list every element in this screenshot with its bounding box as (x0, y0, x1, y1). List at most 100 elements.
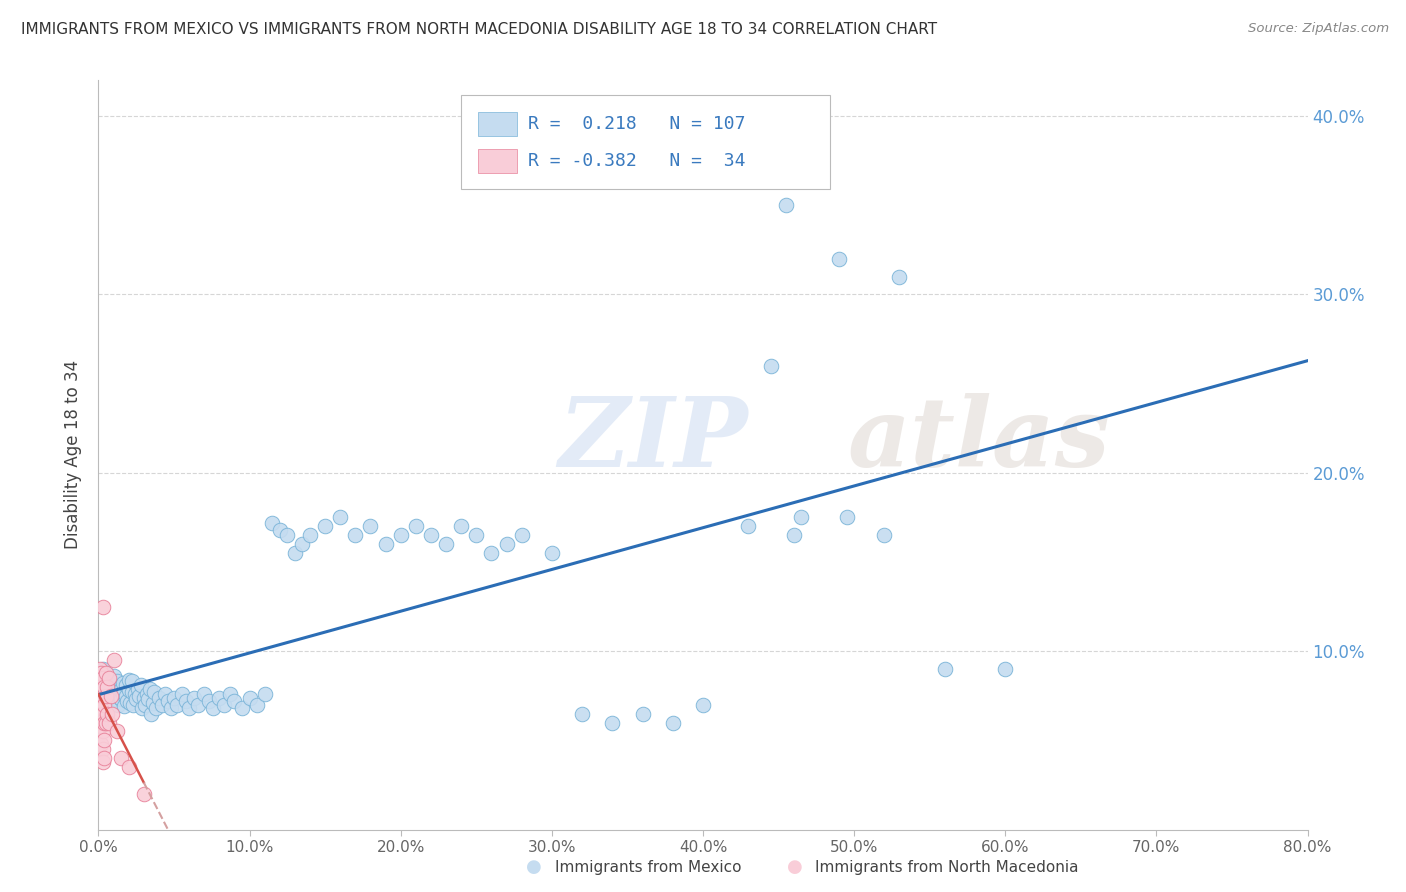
Point (139, 681, 162, 696)
Text: ZIP: ZIP (558, 393, 748, 487)
Point (262, 516, 284, 530)
Point (153, 687, 176, 701)
Point (94, 689, 117, 703)
Point (481, 546, 503, 560)
Point (91, 742, 114, 756)
Point (93, 733, 115, 747)
Point (89, 662, 111, 676)
Point (141, 706, 163, 721)
Point (134, 698, 156, 712)
Point (150, 698, 173, 712)
Point (111, 687, 134, 701)
Point (98, 683, 121, 698)
Point (108, 690, 131, 705)
Point (104, 681, 127, 696)
Point (269, 523, 291, 537)
Point (132, 690, 155, 705)
Point (179, 701, 201, 715)
Point (284, 546, 307, 560)
Point (360, 519, 382, 533)
Point (91, 724, 114, 739)
Point (93, 715, 115, 730)
Point (107, 685, 129, 699)
Point (873, 528, 896, 542)
Point (128, 689, 150, 703)
Point (142, 696, 165, 710)
Point (187, 698, 209, 712)
Point (100, 694, 122, 708)
Point (100, 680, 122, 694)
Point (93, 751, 115, 765)
Point (101, 676, 124, 690)
Point (450, 519, 472, 533)
Point (276, 528, 298, 542)
Point (170, 687, 193, 701)
Point (540, 546, 562, 560)
Point (775, 198, 797, 212)
Point (631, 706, 654, 721)
Point (299, 528, 322, 542)
Point (166, 698, 188, 712)
Point (93, 680, 115, 694)
Point (193, 687, 215, 701)
Point (89, 698, 111, 712)
Point (994, 662, 1017, 676)
Point (420, 528, 443, 542)
Point (246, 698, 269, 712)
Point (156, 694, 179, 708)
Point (465, 528, 488, 542)
Point (110, 692, 132, 706)
Point (115, 694, 138, 708)
Point (112, 699, 135, 714)
Point (111, 676, 134, 690)
Point (118, 683, 141, 698)
Point (344, 528, 367, 542)
Point (90, 683, 112, 698)
Point (783, 528, 806, 542)
Point (121, 685, 143, 699)
Point (495, 537, 517, 551)
Point (131, 701, 153, 715)
Point (105, 724, 128, 739)
Point (104, 692, 127, 706)
Point (571, 706, 593, 721)
Point (212, 698, 235, 712)
Point (118, 673, 141, 687)
Point (835, 510, 858, 524)
Point (374, 537, 396, 551)
Point (93, 671, 115, 685)
Point (91, 755, 114, 769)
Point (90, 719, 112, 733)
Text: ●: ● (786, 858, 803, 876)
Point (389, 528, 412, 542)
Point (110, 751, 132, 765)
Point (129, 678, 152, 692)
Point (132, 787, 155, 801)
FancyBboxPatch shape (461, 95, 830, 189)
Point (94, 715, 117, 730)
Point (103, 689, 125, 703)
Point (602, 715, 624, 730)
Point (121, 674, 143, 689)
Text: Immigrants from Mexico: Immigrants from Mexico (555, 860, 742, 874)
Point (759, 359, 782, 373)
Point (143, 685, 166, 699)
Point (114, 678, 136, 692)
Point (934, 662, 956, 676)
Point (107, 698, 129, 712)
Point (120, 696, 142, 710)
Point (889, 269, 911, 284)
Point (160, 701, 183, 715)
Point (103, 653, 125, 667)
Point (135, 687, 157, 701)
Point (790, 510, 813, 524)
Point (202, 701, 225, 715)
Point (828, 252, 851, 266)
Text: Immigrants from North Macedonia: Immigrants from North Macedonia (815, 860, 1078, 874)
Point (231, 701, 253, 715)
Point (96, 680, 118, 694)
Point (89, 680, 111, 694)
Point (148, 690, 170, 705)
Y-axis label: Disability Age 18 to 34: Disability Age 18 to 34 (65, 360, 83, 549)
Point (91, 662, 114, 676)
